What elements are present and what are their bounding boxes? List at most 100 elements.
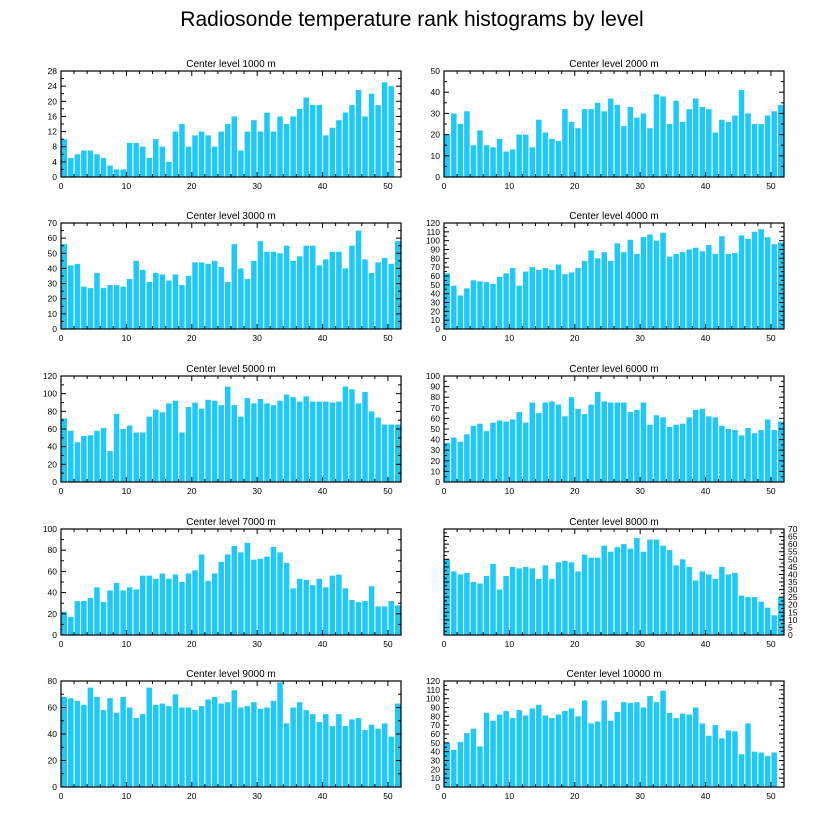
y-tick-label: 80 xyxy=(431,392,441,402)
x-tick-label: 50 xyxy=(383,181,393,191)
bar xyxy=(270,547,277,635)
y-tick-label: 110 xyxy=(426,685,440,695)
bar xyxy=(74,442,81,482)
bar xyxy=(666,550,673,635)
bar xyxy=(394,241,401,329)
bar xyxy=(277,116,283,177)
bar xyxy=(342,726,349,787)
bar xyxy=(251,403,257,482)
bar xyxy=(172,694,179,787)
bar xyxy=(153,704,159,787)
y-tick-label: 10 xyxy=(431,773,441,783)
bar xyxy=(692,409,699,482)
y-tick-label: 30 xyxy=(431,298,441,308)
bar xyxy=(653,702,660,787)
bar xyxy=(496,138,503,177)
bar xyxy=(87,150,94,177)
bar xyxy=(94,696,100,787)
bar xyxy=(732,430,738,482)
bar xyxy=(490,283,496,329)
x-tick-label: 40 xyxy=(318,791,328,801)
y-tick-label: 0 xyxy=(52,172,57,182)
bar xyxy=(394,703,401,787)
bar xyxy=(457,741,464,787)
bar xyxy=(231,690,238,787)
x-tick-label: 10 xyxy=(505,181,515,191)
bar xyxy=(607,98,614,177)
bar xyxy=(647,539,653,635)
bar xyxy=(61,611,68,635)
bar xyxy=(732,253,738,329)
bar xyxy=(120,429,126,482)
panel-title: Center level 4000 m xyxy=(569,211,659,222)
bar xyxy=(257,558,264,635)
bar xyxy=(74,601,81,635)
bar xyxy=(764,419,771,482)
bar xyxy=(594,721,601,787)
bar xyxy=(614,402,621,482)
y-tick-label: 20 xyxy=(431,130,441,140)
bar xyxy=(68,616,74,635)
bar xyxy=(388,86,394,177)
y-tick-label: 0 xyxy=(52,477,57,487)
x-tick-label: 0 xyxy=(442,791,447,801)
bar xyxy=(244,279,251,329)
bar xyxy=(113,413,120,482)
bar xyxy=(549,138,555,177)
bar xyxy=(166,161,172,177)
bar xyxy=(640,402,647,482)
bar xyxy=(218,703,224,787)
bar xyxy=(355,403,362,482)
bar xyxy=(712,725,719,787)
bar xyxy=(529,147,536,177)
bar xyxy=(777,104,784,177)
bar xyxy=(712,253,719,329)
bar xyxy=(381,424,388,482)
bar xyxy=(290,397,296,482)
y-tick-label: 120 xyxy=(426,676,440,686)
x-tick-label: 30 xyxy=(635,181,645,191)
y-tick-label: 70 xyxy=(788,524,798,534)
bar xyxy=(673,424,679,482)
bar xyxy=(699,107,706,177)
bar xyxy=(601,252,607,329)
x-tick-label: 20 xyxy=(570,791,580,801)
y-tick-label: 60 xyxy=(48,566,58,576)
bar xyxy=(666,712,673,787)
bar xyxy=(61,244,68,329)
bar xyxy=(244,542,251,635)
bar xyxy=(640,113,647,177)
y-tick-label: 50 xyxy=(431,280,441,290)
bar xyxy=(516,568,522,635)
bar xyxy=(61,139,68,177)
bar xyxy=(159,274,166,329)
bar xyxy=(349,600,355,635)
bar xyxy=(536,269,542,329)
bar xyxy=(738,90,745,177)
bar xyxy=(296,108,303,177)
bar xyxy=(588,109,594,177)
x-tick-label: 10 xyxy=(505,486,515,496)
bar xyxy=(771,752,777,787)
bar xyxy=(549,578,555,635)
bar xyxy=(647,128,653,177)
bar xyxy=(61,696,68,787)
x-tick-label: 0 xyxy=(59,639,64,649)
bar xyxy=(614,243,621,329)
panel-title: Center level 7000 m xyxy=(186,517,276,528)
bar xyxy=(444,273,451,329)
bar xyxy=(699,723,706,787)
bar xyxy=(179,582,185,635)
bar xyxy=(751,231,758,329)
bar xyxy=(758,601,764,635)
y-tick-label: 110 xyxy=(426,227,440,237)
y-tick-label: 60 xyxy=(788,539,798,549)
y-tick-label: 5 xyxy=(788,622,793,632)
y-tick-label: 30 xyxy=(788,585,798,595)
bar xyxy=(464,572,470,635)
x-tick-label: 50 xyxy=(766,333,776,343)
bar xyxy=(270,405,277,482)
panel-title: Center level 2000 m xyxy=(569,59,659,70)
bar xyxy=(686,109,692,177)
y-tick-label: 0 xyxy=(52,324,57,334)
